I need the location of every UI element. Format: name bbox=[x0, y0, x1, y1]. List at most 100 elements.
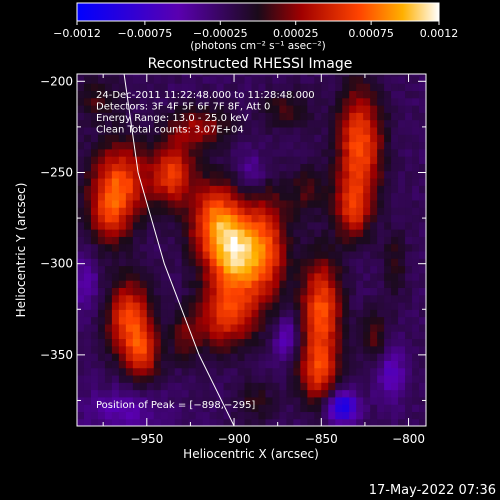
heatmap-cell bbox=[384, 367, 392, 376]
heatmap-cell bbox=[111, 360, 120, 369]
heatmap-cell bbox=[111, 265, 120, 274]
heatmap-cell bbox=[146, 229, 155, 237]
heatmap-cell bbox=[300, 75, 308, 84]
heatmap-cell bbox=[195, 243, 204, 252]
heatmap-cell bbox=[83, 353, 92, 361]
heatmap-cell bbox=[195, 119, 204, 128]
heatmap-cell bbox=[160, 148, 169, 157]
heatmap-cell bbox=[77, 338, 85, 347]
heatmap-cell bbox=[216, 221, 225, 230]
heatmap-cell bbox=[370, 74, 378, 77]
heatmap-cell bbox=[230, 156, 239, 164]
heatmap-cell bbox=[125, 272, 134, 281]
heatmap-cell bbox=[153, 90, 162, 99]
heatmap-cell bbox=[230, 229, 239, 237]
heatmap-cell bbox=[132, 126, 141, 135]
heatmap-cell bbox=[286, 294, 294, 303]
heatmap-cell bbox=[83, 287, 92, 296]
heatmap-cell bbox=[328, 411, 336, 420]
heatmap-cell bbox=[125, 360, 134, 369]
heatmap-cell bbox=[104, 338, 113, 347]
heatmap-cell bbox=[419, 280, 426, 288]
heatmap-cell bbox=[83, 309, 92, 318]
heatmap-cell bbox=[342, 185, 350, 194]
heatmap-cell bbox=[223, 411, 232, 420]
heatmap-cell bbox=[342, 265, 350, 274]
heatmap-cell bbox=[230, 280, 239, 288]
heatmap-cell bbox=[321, 119, 329, 128]
heatmap-cell bbox=[90, 301, 99, 310]
heatmap-cell bbox=[77, 112, 85, 121]
heatmap-cell bbox=[237, 199, 246, 208]
heatmap-cell bbox=[237, 353, 246, 361]
heatmap-cell bbox=[90, 207, 99, 216]
heatmap-cell bbox=[356, 170, 364, 179]
heatmap-cell bbox=[139, 75, 148, 84]
heatmap-cell bbox=[139, 396, 148, 405]
heatmap-cell bbox=[230, 148, 239, 157]
heatmap-cell bbox=[223, 301, 232, 310]
heatmap-cell bbox=[265, 163, 274, 172]
heatmap-cell bbox=[293, 418, 301, 426]
heatmap-cell bbox=[188, 105, 197, 113]
heatmap-cell bbox=[328, 316, 336, 325]
heatmap-cell bbox=[83, 236, 92, 245]
heatmap-cell bbox=[349, 345, 357, 354]
heatmap-cell bbox=[398, 258, 406, 267]
heatmap-cell bbox=[153, 404, 162, 413]
heatmap-cell bbox=[244, 301, 253, 310]
heatmap-cell bbox=[97, 126, 106, 135]
heatmap-cell bbox=[167, 396, 176, 405]
heatmap-cell bbox=[419, 265, 426, 274]
heatmap-cell bbox=[223, 126, 232, 135]
heatmap-cell bbox=[223, 345, 232, 354]
heatmap-cell bbox=[77, 221, 85, 230]
heatmap-cell bbox=[328, 134, 336, 143]
heatmap-cell bbox=[230, 272, 239, 281]
heatmap-cell bbox=[258, 141, 267, 150]
heatmap-cell bbox=[167, 74, 176, 77]
heatmap-cell bbox=[265, 258, 274, 267]
heatmap-cell bbox=[118, 323, 127, 332]
heatmap-cell bbox=[391, 156, 399, 164]
heatmap-cell bbox=[342, 199, 350, 208]
heatmap-cell bbox=[153, 75, 162, 84]
heatmap-cell bbox=[90, 404, 99, 413]
heatmap-cell bbox=[153, 148, 162, 157]
heatmap-cell bbox=[174, 192, 183, 201]
heatmap-cell bbox=[125, 192, 134, 201]
heatmap-cell bbox=[202, 156, 211, 164]
heatmap-cell bbox=[419, 221, 426, 230]
heatmap-cell bbox=[202, 75, 211, 84]
heatmap-cell bbox=[363, 309, 371, 318]
heatmap-cell bbox=[132, 83, 141, 92]
heatmap-cell bbox=[188, 404, 197, 413]
heatmap-cell bbox=[314, 294, 322, 303]
heatmap-cell bbox=[230, 141, 239, 150]
y-tick-label: −250 bbox=[40, 165, 73, 179]
heatmap-cell bbox=[209, 323, 218, 332]
heatmap-cell bbox=[125, 214, 134, 223]
heatmap-cell bbox=[230, 192, 239, 201]
heatmap-cell bbox=[251, 185, 260, 194]
heatmap-cell bbox=[139, 323, 148, 332]
heatmap-cell bbox=[97, 74, 106, 77]
heatmap-cell bbox=[321, 404, 329, 413]
heatmap-cell bbox=[293, 177, 301, 186]
heatmap-cell bbox=[356, 418, 364, 426]
heatmap-cell bbox=[321, 338, 329, 347]
heatmap-cell bbox=[363, 177, 371, 186]
heatmap-cell bbox=[153, 112, 162, 121]
heatmap-cell bbox=[174, 265, 183, 274]
heatmap-cell bbox=[90, 112, 99, 121]
heatmap-cell bbox=[153, 163, 162, 172]
heatmap-cell bbox=[139, 83, 148, 92]
heatmap-cell bbox=[370, 382, 378, 391]
heatmap-cell bbox=[77, 250, 85, 259]
heatmap-cell bbox=[160, 360, 169, 369]
heatmap-cell bbox=[286, 382, 294, 391]
heatmap-cell bbox=[286, 192, 294, 201]
heatmap-cell bbox=[202, 243, 211, 252]
heatmap-cell bbox=[167, 163, 176, 172]
heatmap-cell bbox=[174, 323, 183, 332]
